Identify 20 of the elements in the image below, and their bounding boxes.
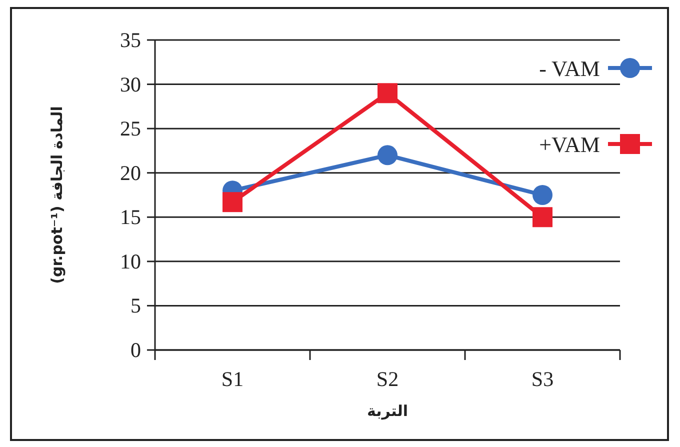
point [222, 192, 242, 212]
y-tick-label: 30 [120, 72, 141, 96]
y-tick-label: 20 [120, 160, 141, 185]
x-tick-label: S1 [221, 367, 244, 391]
point [532, 185, 552, 205]
x-axis-title: التربة [367, 402, 408, 420]
legend-label: +VAM [539, 132, 600, 157]
y-tick-label: 0 [130, 338, 141, 362]
legend-label: - VAM [539, 56, 600, 81]
point [378, 145, 398, 166]
point [532, 207, 552, 228]
y-tick-label: 35 [120, 28, 141, 52]
y-tick-label: 25 [120, 116, 141, 141]
x-tick-label: S3 [531, 367, 554, 391]
y-tick-label: 15 [120, 205, 141, 230]
y-tick-label: 10 [120, 249, 141, 274]
x-tick-label: S2 [376, 367, 399, 391]
point [378, 83, 398, 104]
y-axis-title: المادة الجافة (gr.pot⁻¹) [48, 106, 66, 284]
y-tick-label: 5 [130, 294, 141, 318]
